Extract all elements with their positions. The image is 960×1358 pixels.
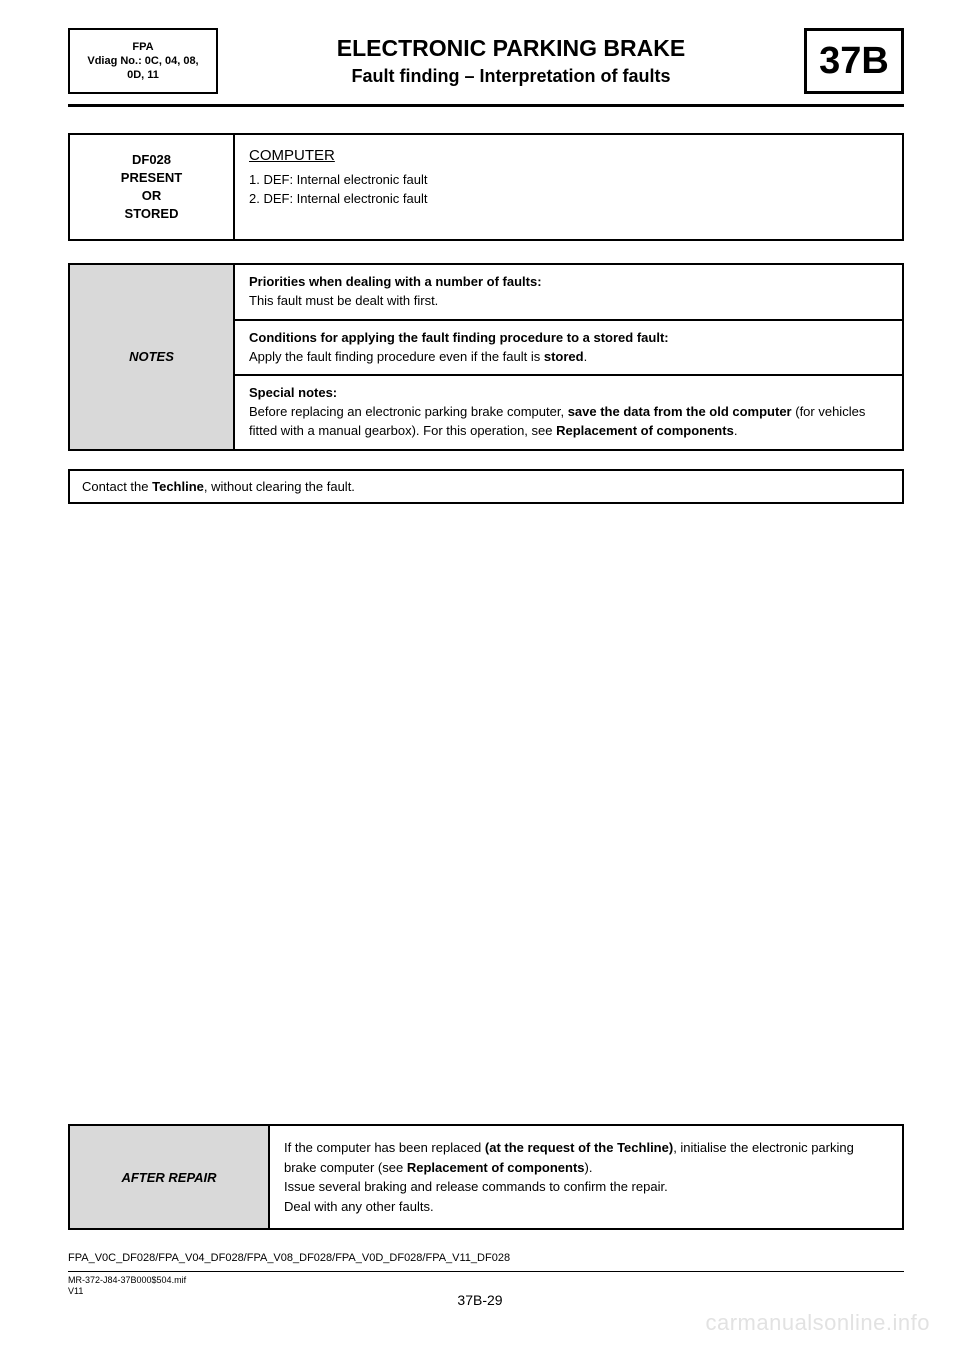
notes-label: NOTES xyxy=(129,349,174,364)
fault-code: DF028 xyxy=(132,151,171,169)
section-number: 37B xyxy=(819,40,889,83)
instruction-box: Contact the Techline, without clearing t… xyxy=(68,469,904,504)
notes-body: Apply the fault finding procedure even i… xyxy=(249,349,544,364)
page-number: 37B-29 xyxy=(0,1292,960,1308)
document-page: FPA Vdiag No.: 0C, 04, 08, 0D, 11 ELECTR… xyxy=(0,0,960,1358)
instruction-text: , without clearing the fault. xyxy=(204,479,355,494)
notes-body: Before replacing an electronic parking b… xyxy=(249,404,568,419)
instruction-text: Contact the xyxy=(82,479,152,494)
after-repair-label-cell: AFTER REPAIR xyxy=(70,1126,270,1228)
notes-body: . xyxy=(584,349,588,364)
page-subtitle: Fault finding – Interpretation of faults xyxy=(218,66,804,87)
after-bold: (at the request of the Techline) xyxy=(485,1140,673,1155)
vdiag-line: FPA xyxy=(132,40,153,54)
after-repair-box: AFTER REPAIR If the computer has been re… xyxy=(68,1124,904,1230)
instruction-bold: Techline xyxy=(152,479,204,494)
fault-box: DF028 PRESENT OR STORED COMPUTER 1. DEF:… xyxy=(68,133,904,241)
section-number-box: 37B xyxy=(804,28,904,94)
fault-status: STORED xyxy=(125,205,179,223)
header-titles: ELECTRONIC PARKING BRAKE Fault finding –… xyxy=(218,35,804,87)
notes-body: This fault must be dealt with first. xyxy=(249,293,438,308)
notes-body-bold: save the data from the old computer xyxy=(568,404,792,419)
after-repair-label: AFTER REPAIR xyxy=(121,1170,216,1185)
page-title: ELECTRONIC PARKING BRAKE xyxy=(218,35,804,62)
fault-description-cell: COMPUTER 1. DEF: Internal electronic fau… xyxy=(235,135,902,239)
fault-def: 2. DEF: Internal electronic fault xyxy=(249,189,888,209)
footer-fault-codes: FPA_V0C_DF028/FPA_V04_DF028/FPA_V08_DF02… xyxy=(68,1252,510,1264)
fault-def: 1. DEF: Internal electronic fault xyxy=(249,170,888,190)
notes-box: NOTES Priorities when dealing with a num… xyxy=(68,263,904,451)
fault-status: OR xyxy=(142,187,162,205)
after-text: ). xyxy=(585,1160,593,1175)
after-bold: Replacement of components xyxy=(407,1160,585,1175)
notes-body: . xyxy=(734,423,738,438)
vdiag-line: 0D, 11 xyxy=(127,68,159,82)
notes-label-cell: NOTES xyxy=(70,265,235,449)
fault-status: PRESENT xyxy=(121,169,182,187)
watermark-text: carmanualsonline.info xyxy=(705,1310,930,1336)
fault-heading: COMPUTER xyxy=(249,145,888,168)
notes-body-bold: stored xyxy=(544,349,584,364)
page-header: FPA Vdiag No.: 0C, 04, 08, 0D, 11 ELECTR… xyxy=(68,28,904,94)
notes-content: Priorities when dealing with a number of… xyxy=(235,265,902,449)
footer-ref-line: MR-372-J84-37B000$504.mif xyxy=(68,1275,186,1285)
after-text: Issue several braking and release comman… xyxy=(284,1179,668,1194)
after-text: If the computer has been replaced xyxy=(284,1140,485,1155)
after-repair-content: If the computer has been replaced (at th… xyxy=(270,1126,902,1228)
vdiag-box: FPA Vdiag No.: 0C, 04, 08, 0D, 11 xyxy=(68,28,218,94)
notes-row: Priorities when dealing with a number of… xyxy=(235,265,902,319)
notes-head: Special notes: xyxy=(249,385,337,400)
fault-id-cell: DF028 PRESENT OR STORED xyxy=(70,135,235,239)
header-rule xyxy=(68,104,904,107)
footer-rule xyxy=(68,1271,904,1272)
notes-row: Special notes: Before replacing an elect… xyxy=(235,374,902,449)
vdiag-line: Vdiag No.: 0C, 04, 08, xyxy=(87,54,198,68)
notes-head: Priorities when dealing with a number of… xyxy=(249,274,542,289)
after-text: Deal with any other faults. xyxy=(284,1199,434,1214)
notes-head: Conditions for applying the fault findin… xyxy=(249,330,669,345)
notes-body-bold: Replacement of components xyxy=(556,423,734,438)
notes-row: Conditions for applying the fault findin… xyxy=(235,319,902,375)
